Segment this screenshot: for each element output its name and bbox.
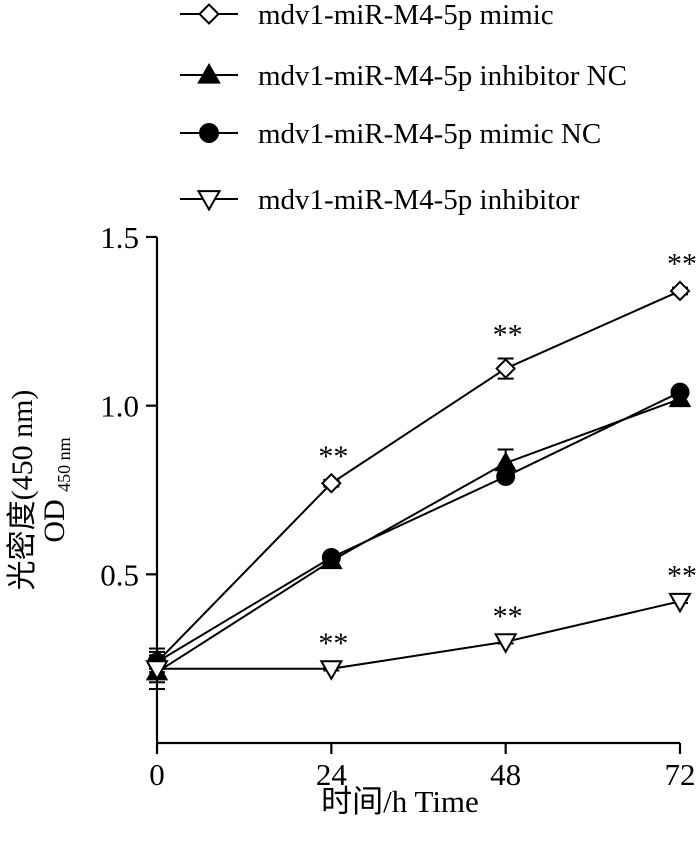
y-tick-label: 1.0: [100, 389, 139, 424]
x-tick-label: 48: [490, 757, 521, 792]
significance-label: **: [318, 627, 348, 660]
significance-label: **: [667, 248, 697, 281]
data-point: [670, 382, 690, 402]
legend-label: mdv1-miR-M4-5p mimic: [258, 0, 554, 31]
series-3: [147, 382, 690, 672]
axis-labels: 时间/h Time 光密度(450 nm) OD 450 nm: [6, 390, 479, 819]
series-line: [156, 397, 681, 674]
y-tick-label: 1.5: [100, 220, 139, 255]
series-line: [156, 391, 681, 663]
data-point: [197, 62, 221, 84]
significance-label: **: [493, 600, 523, 633]
legend-label: mdv1-miR-M4-5p inhibitor NC: [258, 60, 627, 92]
significance-label: **: [667, 560, 697, 593]
legend-item: mdv1-miR-M4-5p mimic: [180, 0, 554, 31]
significance-label: **: [493, 318, 523, 351]
data-point: [496, 467, 516, 487]
series-2: [145, 387, 692, 684]
y-axis-label-subscript: 450 nm: [54, 437, 74, 492]
legend-label: mdv1-miR-M4-5p mimic NC: [258, 118, 601, 150]
y-axis-label-od: OD: [38, 499, 71, 542]
data-point: [495, 358, 517, 379]
data-point: [196, 190, 222, 212]
legend-item: mdv1-miR-M4-5p inhibitor: [180, 184, 580, 216]
significance-label: **: [318, 440, 348, 473]
series-group: ** ** ** ** ** **: [145, 248, 697, 691]
legend-item: mdv1-miR-M4-5p inhibitor NC: [180, 60, 627, 92]
data-point: [320, 472, 342, 494]
legend-item: mdv1-miR-M4-5p mimic NC: [180, 118, 601, 150]
data-point: [493, 633, 518, 654]
data-point: [668, 592, 692, 614]
y-axis-label-line1: 光密度(450 nm): [6, 390, 39, 591]
x-tick-label: 72: [665, 757, 696, 792]
x-axis-label: 时间/h Time: [321, 784, 479, 819]
legend-label: mdv1-miR-M4-5p inhibitor: [258, 184, 580, 216]
series-line: [156, 290, 681, 663]
data-point: [669, 280, 691, 302]
x-tick-label: 0: [149, 757, 165, 792]
y-tick-label: 0.5: [100, 557, 139, 592]
data-point: [319, 660, 344, 681]
data-point: [198, 3, 220, 25]
y-axis-label-line2: OD 450 nm: [38, 437, 74, 542]
data-point: [321, 547, 341, 567]
series-4: ** ** **: [145, 560, 697, 691]
x-tick-label: 24: [316, 757, 348, 792]
axes: [155, 237, 680, 745]
series-line: [157, 600, 681, 670]
data-point: [145, 660, 169, 681]
ticks: 0.5 1.0 1.5 0 24 48 72: [100, 220, 695, 792]
series-1: ** ** **: [146, 248, 697, 674]
legend: mdv1-miR-M4-5p mimic mdv1-miR-M4-5p inhib…: [180, 0, 627, 216]
data-point: [199, 123, 219, 143]
